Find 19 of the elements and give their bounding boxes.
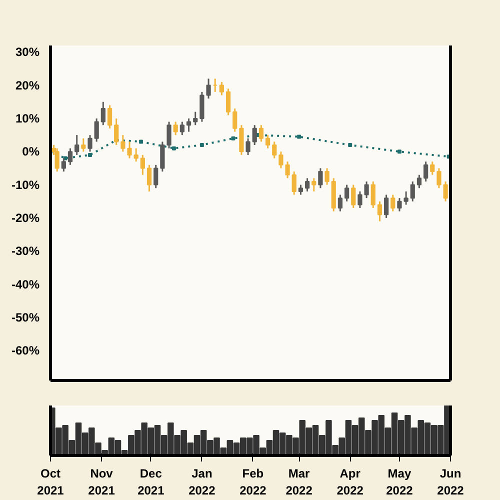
x-tick-label: Nov 2021 bbox=[88, 466, 116, 498]
x-tick-label: Apr 2022 bbox=[336, 466, 364, 498]
y-tick-label: 0% bbox=[22, 144, 40, 159]
y-tick-label: 10% bbox=[15, 111, 40, 126]
y-tick-label: 30% bbox=[15, 45, 40, 60]
y-tick-label: -10% bbox=[11, 178, 40, 192]
y-tick-label: -50% bbox=[11, 310, 40, 324]
y-tick-label: -60% bbox=[11, 344, 40, 358]
x-tick-label: Oct 2021 bbox=[37, 466, 64, 498]
x-tick-label: May 2022 bbox=[386, 466, 414, 498]
x-tick-label: Feb 2022 bbox=[240, 466, 267, 498]
x-tick-label: Jan 2022 bbox=[188, 466, 216, 498]
x-tick-label: Mar 2022 bbox=[286, 466, 313, 498]
x-tick-label: Dec 2021 bbox=[138, 466, 165, 498]
x-tick-label: Jun 2022 bbox=[437, 466, 464, 498]
y-tick-label: -30% bbox=[11, 244, 40, 258]
y-tick-label: 20% bbox=[15, 78, 40, 92]
y-tick-label: -40% bbox=[11, 277, 40, 292]
y-tick-label: -20% bbox=[11, 210, 40, 225]
